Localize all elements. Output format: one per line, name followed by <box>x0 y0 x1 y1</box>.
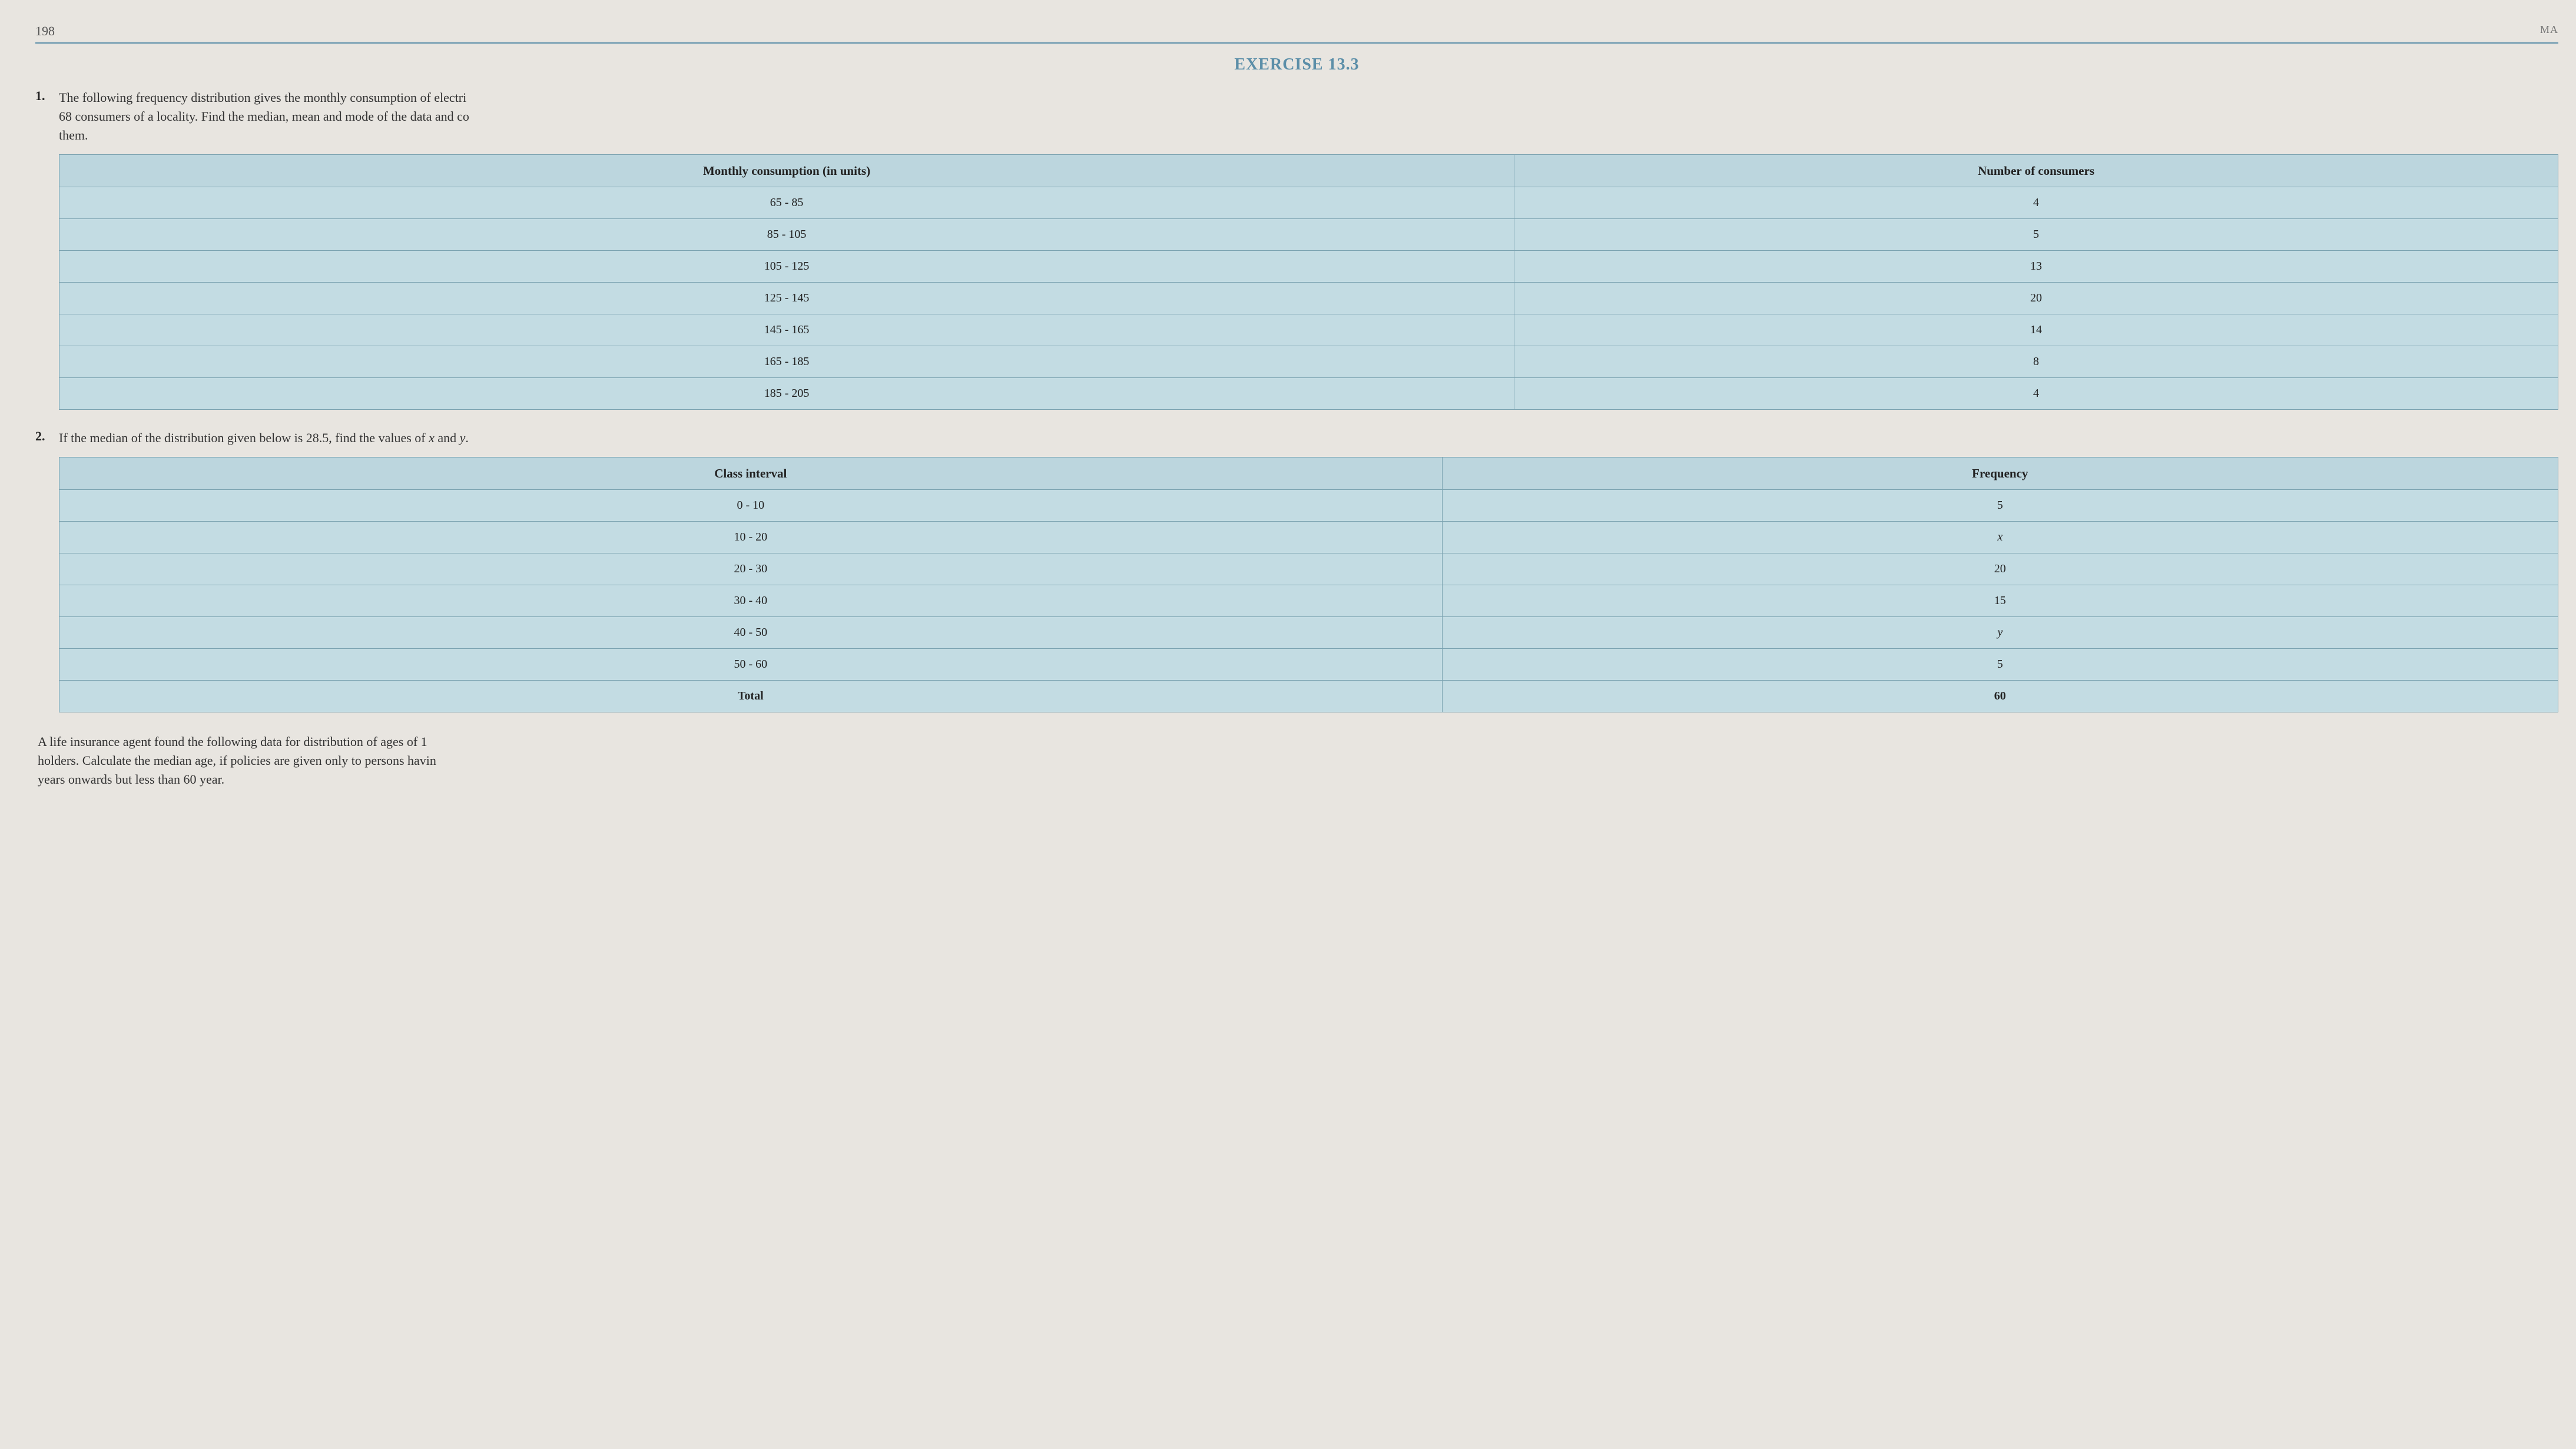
variable-y: y <box>460 430 466 445</box>
table-cell: 105 - 125 <box>59 251 1514 283</box>
exercise-title: EXERCISE 13.3 <box>35 55 2558 74</box>
problem-number: 2. <box>35 429 59 444</box>
table-header: Class interval <box>59 457 1443 490</box>
problem-2: 2. If the median of the distribution giv… <box>35 429 2558 717</box>
table-row: 165 - 185 8 <box>59 346 2558 378</box>
problem-text-line: A life insurance agent found the followi… <box>38 734 427 749</box>
problem-body: The following frequency distribution giv… <box>59 88 2558 415</box>
table-cell: 13 <box>1514 251 2558 283</box>
table-row: 125 - 145 20 <box>59 283 2558 314</box>
table-cell: 10 - 20 <box>59 522 1443 553</box>
table-cell: y <box>1442 617 2558 649</box>
table-row: 20 - 30 20 <box>59 553 2558 585</box>
table-cell: 4 <box>1514 187 2558 219</box>
problem-body: If the median of the distribution given … <box>59 429 2558 717</box>
table-header: Frequency <box>1442 457 2558 490</box>
table-cell: 14 <box>1514 314 2558 346</box>
problem-text-line: them. <box>59 128 88 142</box>
table-row: 65 - 85 4 <box>59 187 2558 219</box>
table-cell: 40 - 50 <box>59 617 1443 649</box>
table-row: 0 - 10 5 <box>59 490 2558 522</box>
problem-number: 1. <box>35 88 59 104</box>
problem-text-line: years onwards but less than 60 year. <box>38 772 224 787</box>
table-cell: 65 - 85 <box>59 187 1514 219</box>
table-cell: 145 - 165 <box>59 314 1514 346</box>
table-row: 185 - 205 4 <box>59 378 2558 410</box>
consumption-table: Monthly consumption (in units) Number of… <box>59 154 2558 410</box>
page-header: 198 MA <box>35 24 2558 39</box>
table-cell: 85 - 105 <box>59 219 1514 251</box>
table-row: 30 - 40 15 <box>59 585 2558 617</box>
table-header: Monthly consumption (in units) <box>59 154 1514 187</box>
problem-1: 1. The following frequency distribution … <box>35 88 2558 415</box>
table-row: 105 - 125 13 <box>59 251 2558 283</box>
table-cell: 5 <box>1514 219 2558 251</box>
table-wrap: Monthly consumption (in units) Number of… <box>59 154 2558 410</box>
text-fragment: If the median of the distribution given … <box>59 430 429 445</box>
table-cell: 165 - 185 <box>59 346 1514 378</box>
variable-x: x <box>429 430 435 445</box>
text-fragment: . <box>465 430 469 445</box>
table-cell: 5 <box>1442 490 2558 522</box>
table-cell: 0 - 10 <box>59 490 1443 522</box>
table-cell: 15 <box>1442 585 2558 617</box>
table-row: 50 - 60 5 <box>59 649 2558 681</box>
problem-text-line: 68 consumers of a locality. Find the med… <box>59 109 469 124</box>
table-cell: 30 - 40 <box>59 585 1443 617</box>
table-row: 10 - 20 x <box>59 522 2558 553</box>
table-total-value: 60 <box>1442 681 2558 712</box>
text-fragment: and <box>435 430 460 445</box>
table-total-label: Total <box>59 681 1443 712</box>
page-number: 198 <box>35 24 55 38</box>
problem-text-line: holders. Calculate the median age, if po… <box>38 753 436 768</box>
class-interval-table: Class interval Frequency 0 - 10 5 10 - 2… <box>59 457 2558 712</box>
table-row: 40 - 50 y <box>59 617 2558 649</box>
table-header: Number of consumers <box>1514 154 2558 187</box>
book-code: MA <box>2540 24 2558 36</box>
table-wrap: Class interval Frequency 0 - 10 5 10 - 2… <box>59 457 2558 712</box>
table-total-row: Total 60 <box>59 681 2558 712</box>
problem-text-line: The following frequency distribution giv… <box>59 90 466 105</box>
problem-3: A life insurance agent found the followi… <box>35 732 2558 789</box>
table-cell: 20 <box>1514 283 2558 314</box>
header-divider <box>35 42 2558 44</box>
table-cell: 4 <box>1514 378 2558 410</box>
table-row: 85 - 105 5 <box>59 219 2558 251</box>
table-cell: x <box>1442 522 2558 553</box>
table-cell: 5 <box>1442 649 2558 681</box>
table-cell: 8 <box>1514 346 2558 378</box>
table-cell: 185 - 205 <box>59 378 1514 410</box>
table-row: 145 - 165 14 <box>59 314 2558 346</box>
problem-text-line: If the median of the distribution given … <box>59 430 469 445</box>
table-cell: 50 - 60 <box>59 649 1443 681</box>
table-cell: 125 - 145 <box>59 283 1514 314</box>
table-cell: 20 <box>1442 553 2558 585</box>
table-cell: 20 - 30 <box>59 553 1443 585</box>
